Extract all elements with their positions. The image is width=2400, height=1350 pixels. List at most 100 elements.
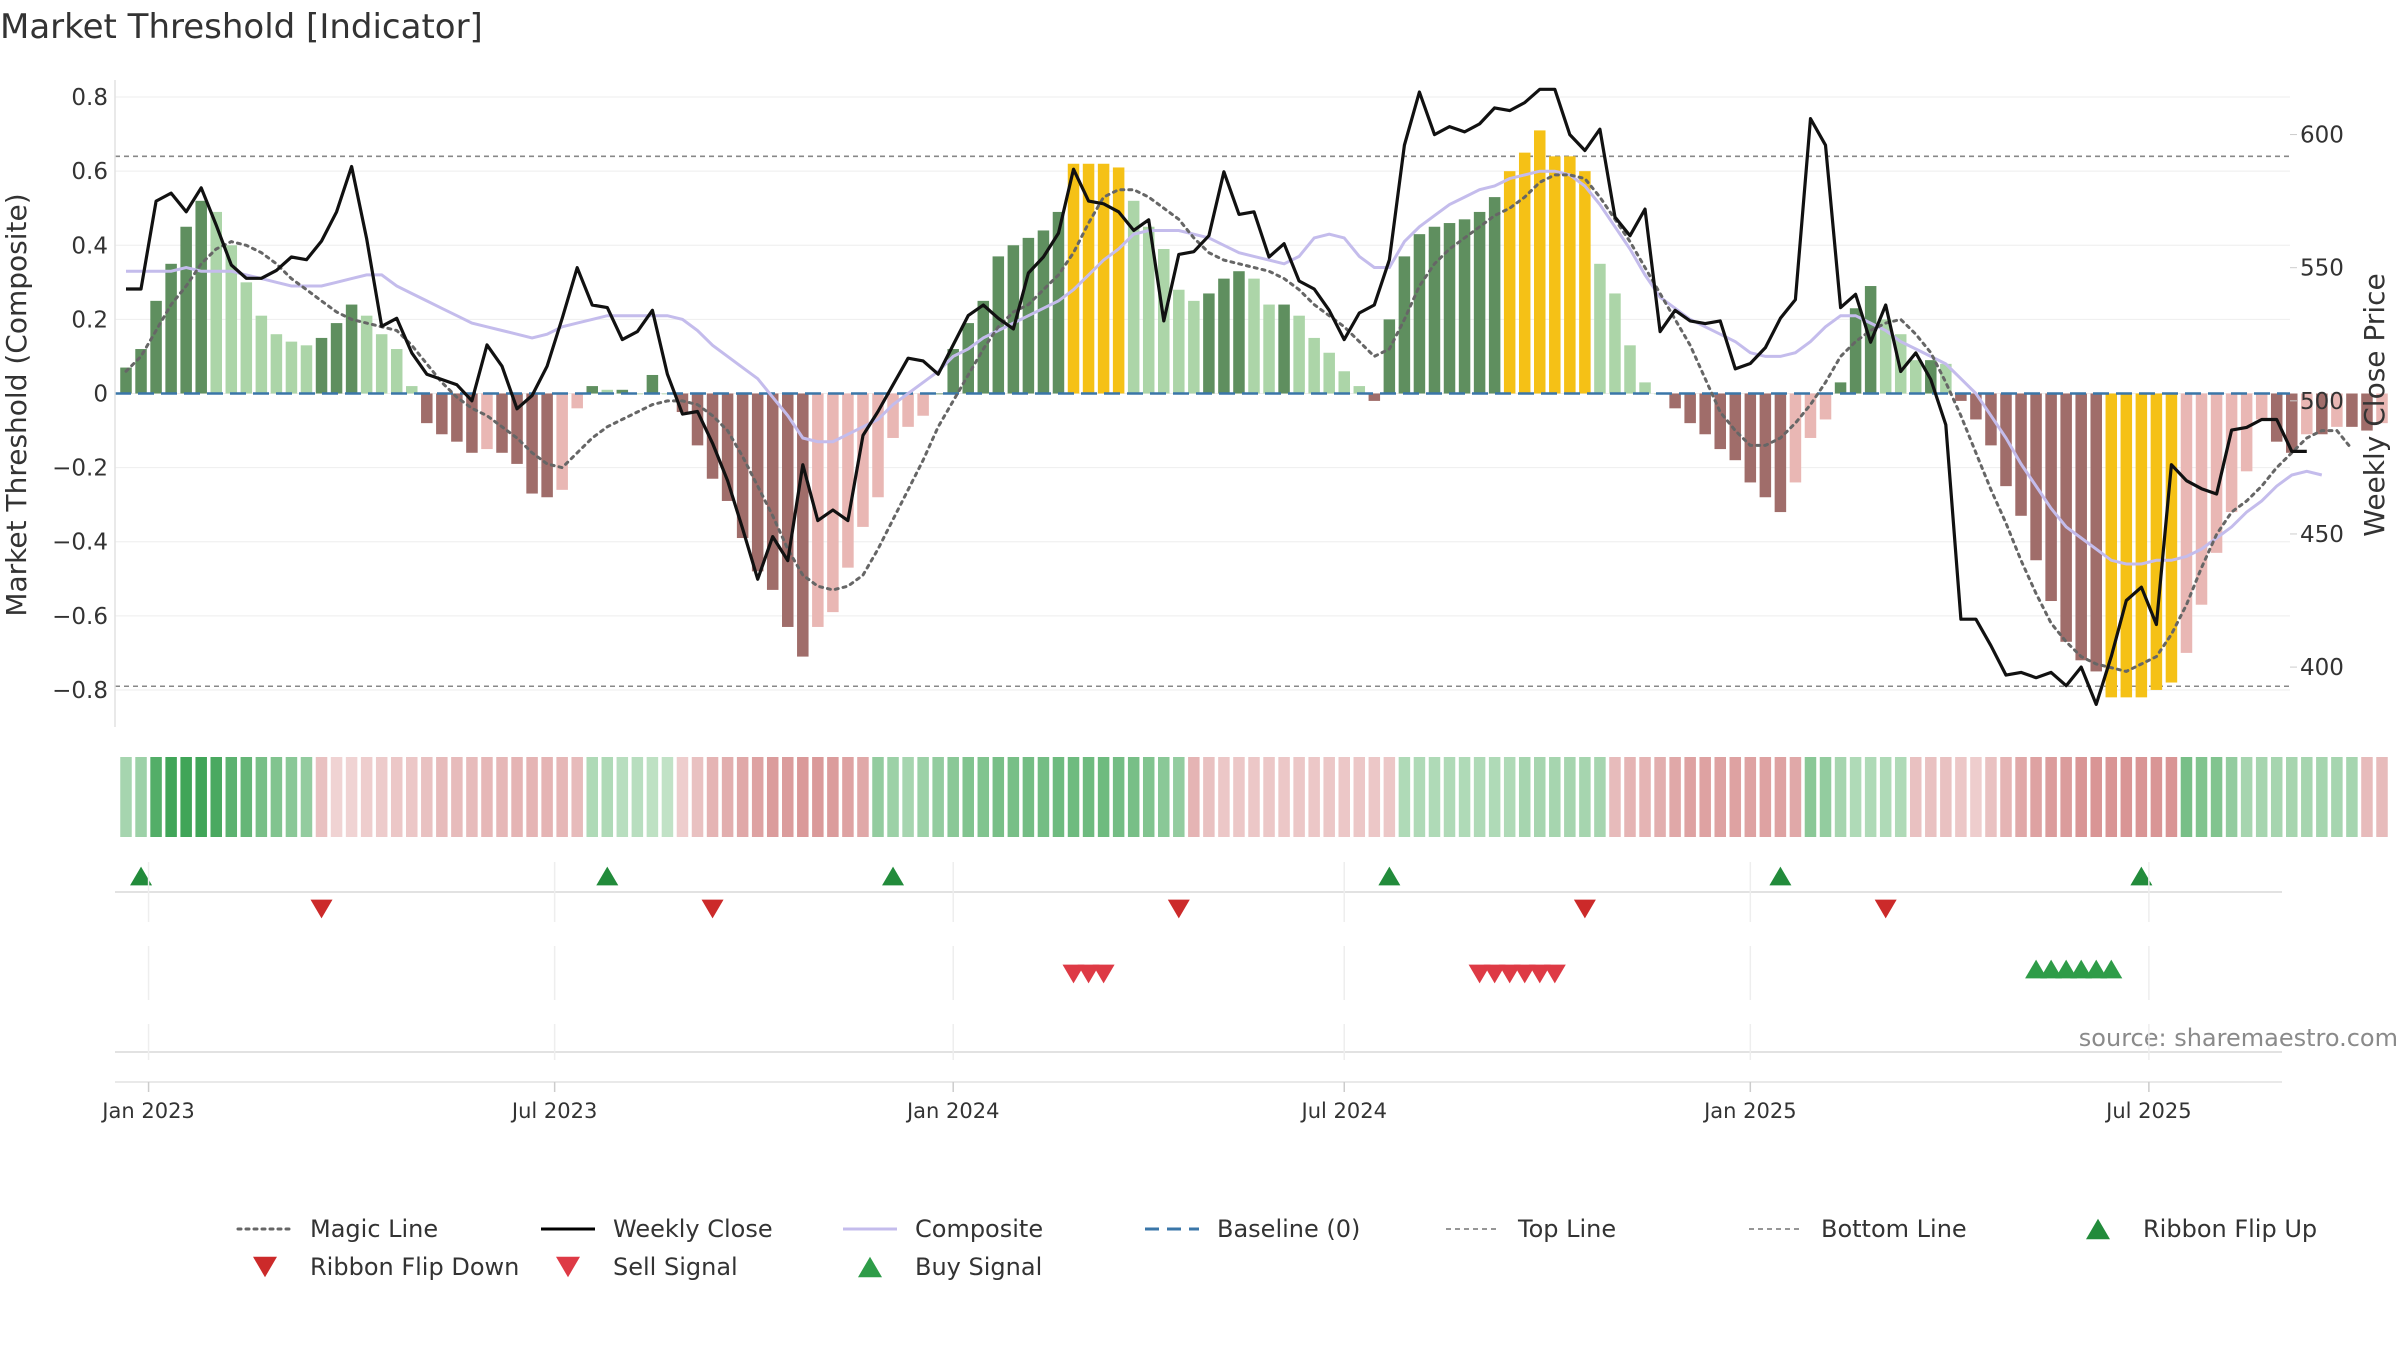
x-tick-label: Jul 2023 xyxy=(510,1099,597,1123)
sell-signal-marker xyxy=(1092,964,1115,984)
x-tick-label: Jul 2025 xyxy=(2104,1099,2191,1123)
ribbon-cell xyxy=(1398,757,1411,837)
composite-bar xyxy=(2030,393,2042,561)
ribbon-cell xyxy=(766,757,779,837)
signal-panels xyxy=(115,866,2282,1083)
composite-bar xyxy=(2361,393,2373,431)
legend-item: Baseline (0) xyxy=(1145,1215,1360,1243)
right-tick-label: 500 xyxy=(2300,389,2344,415)
buy-signal-marker xyxy=(2055,959,2078,979)
composite-bar xyxy=(2075,393,2087,661)
ribbon-cell xyxy=(1323,757,1335,837)
ribbon-cell xyxy=(1503,757,1516,837)
ribbon-cell xyxy=(390,757,403,837)
ribbon-cell xyxy=(1609,757,1621,837)
composite-bar xyxy=(1368,393,1381,401)
composite-bar xyxy=(195,200,207,394)
composite-bar xyxy=(2015,393,2027,516)
ribbon-cell xyxy=(601,757,614,837)
ribbon-cell xyxy=(1579,757,1591,837)
composite-bar xyxy=(1789,393,1802,483)
composite-bar xyxy=(406,386,418,394)
ribbon-cell xyxy=(1669,757,1681,837)
composite-bar xyxy=(1910,360,1922,394)
composite-bar xyxy=(315,337,328,394)
ribbon-cell xyxy=(857,757,869,837)
ribbon-cell xyxy=(1849,757,1862,837)
legend-item: Sell Signal xyxy=(556,1253,738,1281)
composite-bar xyxy=(2240,393,2253,472)
ribbon-cell xyxy=(2270,757,2283,837)
legend-swatch xyxy=(253,1256,277,1278)
composite-bar xyxy=(451,393,463,442)
ribbon-cell xyxy=(1534,757,1546,837)
composite-bar xyxy=(1714,393,1726,450)
ribbon-cell xyxy=(1338,757,1350,837)
ribbon-cell xyxy=(1789,757,1802,837)
legend-swatch xyxy=(556,1256,580,1278)
ribbon-cell xyxy=(345,757,358,837)
composite-bar xyxy=(300,345,313,394)
composite-bar xyxy=(1278,304,1290,394)
composite-bar xyxy=(1248,278,1260,394)
legend-item: Magic Line xyxy=(236,1215,438,1243)
composite-bar xyxy=(1894,334,1907,394)
ribbon-cell xyxy=(1894,757,1907,837)
composite-bar xyxy=(2301,393,2313,435)
composite-bar xyxy=(1112,167,1125,394)
composite-bar xyxy=(2165,393,2178,683)
legend-item: Weekly Close xyxy=(541,1215,773,1243)
composite-bar xyxy=(330,323,343,394)
ribbon-cell xyxy=(631,757,644,837)
composite-bar xyxy=(1639,382,1651,394)
ribbon-cell xyxy=(1443,757,1456,837)
ribbon-cell xyxy=(1594,757,1606,837)
composite-bar xyxy=(1443,223,1456,394)
composite-bar xyxy=(887,393,899,438)
composite-bar xyxy=(1398,256,1411,394)
ribbon-flip-down-marker xyxy=(1874,899,1897,919)
ribbon-cell xyxy=(496,757,508,837)
composite-line xyxy=(126,169,2323,566)
composite-bar xyxy=(601,389,614,394)
y-tick-label: 0.8 xyxy=(71,85,108,111)
composite-bar xyxy=(436,393,448,435)
ribbon-cell xyxy=(2210,757,2223,837)
ribbon-cell xyxy=(1188,757,1200,837)
composite-bar xyxy=(857,393,869,527)
ribbon-cell xyxy=(1142,757,1155,837)
composite-bar xyxy=(1458,219,1471,394)
ribbon-cell xyxy=(902,757,914,837)
ribbon-cell xyxy=(1293,757,1305,837)
ribbon-cell xyxy=(2075,757,2087,837)
legend-label: Top Line xyxy=(1517,1215,1616,1243)
ribbon-cell xyxy=(2180,757,2193,837)
ribbon-cell xyxy=(2376,757,2388,837)
composite-bar xyxy=(1142,226,1155,394)
ribbon-cell xyxy=(2225,757,2238,837)
composite-bar xyxy=(2105,393,2118,698)
legend-label: Weekly Close xyxy=(613,1215,773,1243)
ribbon-flip-up-marker xyxy=(1769,866,1792,886)
composite-bar xyxy=(872,393,884,498)
sell-signal-marker xyxy=(1062,964,1085,984)
composite-bar xyxy=(2135,393,2148,698)
composite-bar xyxy=(827,393,839,613)
ribbon-cell xyxy=(1473,757,1486,837)
composite-bar xyxy=(2316,393,2328,435)
right-y-axis: 600 550 500 450 400 xyxy=(2290,123,2344,681)
ribbon-cell xyxy=(1203,757,1215,837)
composite-bar xyxy=(2150,393,2163,690)
ribbon-cell xyxy=(1639,757,1651,837)
indicator-lines xyxy=(115,87,2354,706)
x-tick-label: Jan 2024 xyxy=(905,1099,1000,1123)
ribbon-cell xyxy=(2361,757,2373,837)
composite-bar xyxy=(1007,245,1020,394)
ribbon-cell xyxy=(1458,757,1471,837)
ribbon-flip-down-marker xyxy=(310,899,333,919)
composite-bar xyxy=(2060,393,2072,642)
ribbon-cell xyxy=(1158,757,1170,837)
ribbon-cell xyxy=(1864,757,1877,837)
composite-bar xyxy=(1218,278,1230,394)
ribbon-cell xyxy=(541,757,553,837)
